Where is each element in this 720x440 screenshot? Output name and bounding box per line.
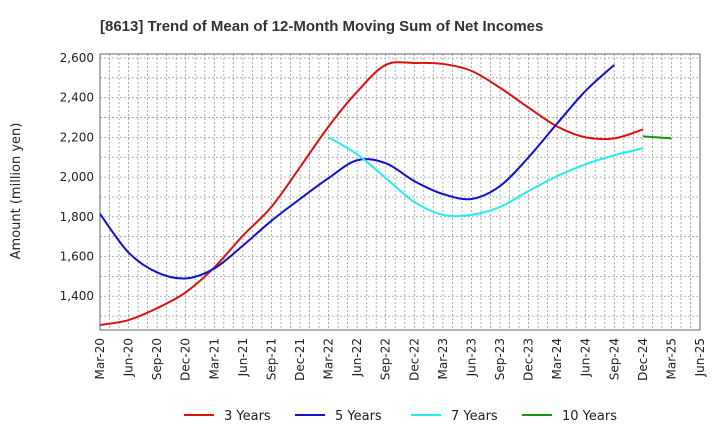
- x-tick-label: Jun-22: [350, 338, 364, 377]
- x-tick-label: Mar-20: [93, 338, 107, 379]
- chart-title: [8613] Trend of Mean of 12-Month Moving …: [100, 18, 543, 35]
- x-tick-label: Mar-24: [550, 338, 564, 379]
- series-line-10-years: [642, 135, 672, 140]
- gridlines: [100, 54, 700, 330]
- x-tick-label: Dec-23: [522, 338, 536, 381]
- series-lines: [99, 61, 672, 327]
- plot-area: [99, 53, 701, 331]
- y-axis-label: Amount (million yen): [9, 123, 24, 260]
- x-tick-label: Mar-21: [207, 338, 221, 379]
- x-tick-label: Jun-25: [693, 338, 707, 377]
- series-line-5-years: [99, 64, 615, 280]
- x-tick-label: Sep-22: [379, 338, 393, 380]
- legend-label-3-years: 3 Years: [224, 409, 271, 424]
- series-line-7-years: [328, 136, 644, 218]
- legend-label-10-years: 10 Years: [562, 409, 617, 424]
- x-tick-label: Dec-21: [293, 338, 307, 381]
- series-line-3-years: [99, 61, 644, 327]
- y-tick-label: 1,800: [60, 210, 94, 224]
- y-tick-label: 2,000: [60, 170, 94, 184]
- x-tick-label: Sep-24: [607, 338, 621, 380]
- y-tick-label: 2,200: [60, 130, 94, 144]
- y-tick-label: 1,600: [60, 250, 94, 264]
- y-tick-label: 2,600: [60, 51, 94, 65]
- x-tick-label: Jun-24: [579, 338, 593, 377]
- legend-label-7-years: 7 Years: [451, 409, 498, 424]
- x-tick-label: Dec-22: [407, 338, 421, 381]
- x-tick-label: Jun-23: [464, 338, 478, 377]
- x-tick-label: Dec-20: [179, 338, 193, 381]
- x-tick-label: Jun-21: [236, 338, 250, 377]
- x-tick-label: Dec-24: [636, 338, 650, 381]
- tick-labels: 1,400 1,600 1,800 2,000 2,200 2,400 2,600 Mar-2…: [60, 51, 707, 381]
- x-tick-label: Sep-20: [150, 338, 164, 380]
- x-tick-label: Mar-22: [322, 338, 336, 379]
- legend-label-5-years: 5 Years: [335, 409, 382, 424]
- x-tick-label: Jun-20: [122, 338, 136, 377]
- x-tick-label: Mar-25: [664, 338, 678, 379]
- y-tick-label: 1,400: [60, 289, 94, 303]
- y-tick-label: 2,400: [60, 91, 94, 105]
- x-tick-label: Sep-21: [264, 338, 278, 380]
- x-tick-label: Mar-23: [436, 338, 450, 379]
- x-tick-label: Sep-23: [493, 338, 507, 380]
- legend: 3 Years 5 Years 7 Years 10 Years: [184, 409, 617, 424]
